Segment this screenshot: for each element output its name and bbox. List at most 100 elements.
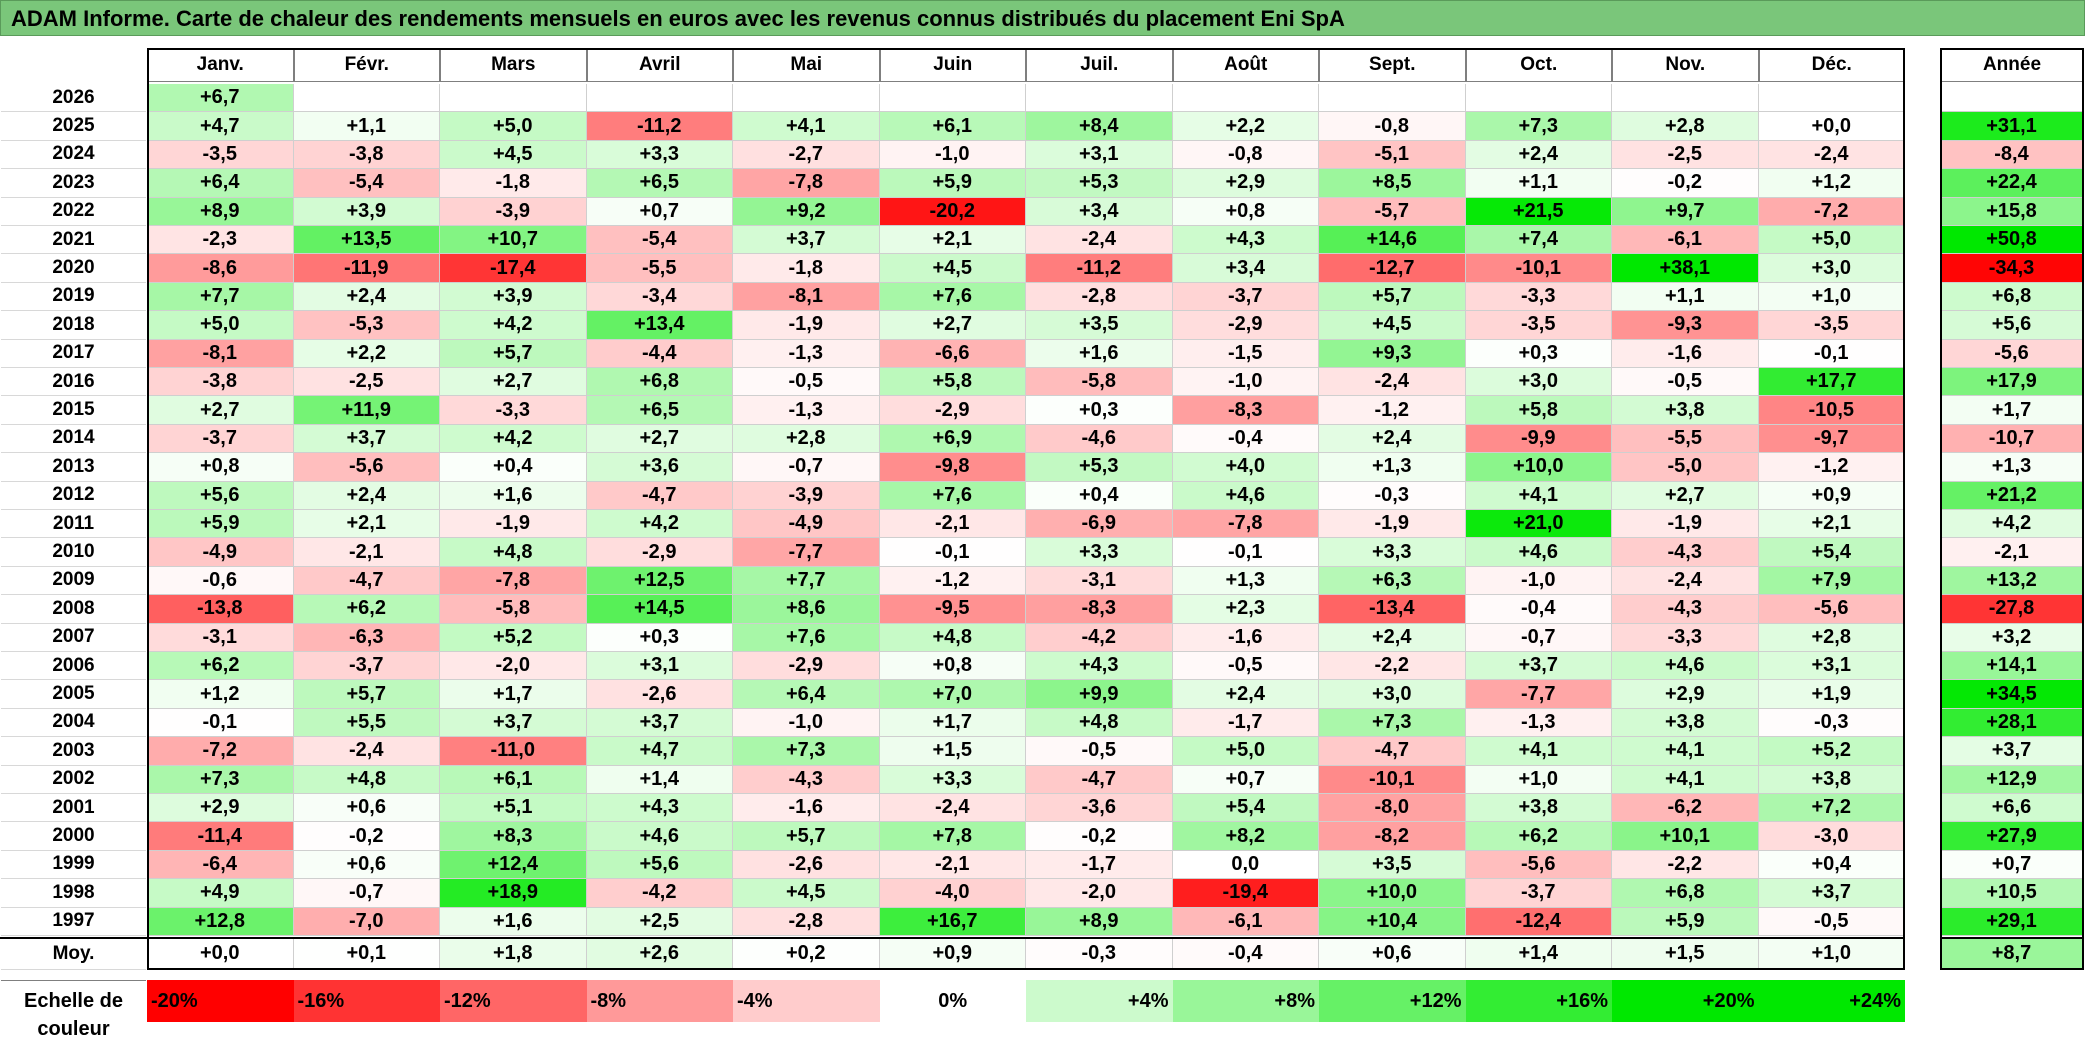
heatmap-cell: +18,9 <box>440 879 587 908</box>
heatmap-cell: +3,1 <box>1026 140 1173 170</box>
heatmap-cell: +1,7 <box>440 680 587 709</box>
average-cell: -0,3 <box>1026 938 1173 970</box>
heatmap-cell: +2,7 <box>147 396 294 425</box>
heatmap-cell: -1,3 <box>733 339 880 368</box>
heatmap-cell: -1,2 <box>1319 396 1466 425</box>
heatmap-cell: -2,1 <box>879 850 1026 880</box>
heatmap-cell: -2,8 <box>1026 282 1173 312</box>
heatmap-cell: -3,8 <box>293 140 440 170</box>
annual-cell: -10,7 <box>1940 424 2084 454</box>
heatmap-cell: -0,2 <box>1612 169 1759 198</box>
heatmap-cell: +3,3 <box>586 140 733 170</box>
heatmap-cell: -3,5 <box>147 140 294 170</box>
year-label: 2011 <box>1 510 146 539</box>
year-label: 2012 <box>1 481 146 510</box>
heatmap-cell: -5,0 <box>1612 453 1759 482</box>
heatmap-cell: +38,1 <box>1612 254 1759 283</box>
heatmap-cell: +4,6 <box>586 822 733 851</box>
heatmap-cell <box>293 84 440 113</box>
heatmap-cell: -4,2 <box>1026 623 1173 652</box>
heatmap-cell: +6,3 <box>1319 566 1466 596</box>
color-scale-swatch: +16% <box>1465 980 1612 1022</box>
heatmap-cell <box>733 84 880 113</box>
heatmap-cell: +12,4 <box>440 850 587 880</box>
heatmap-cell: -4,9 <box>147 538 294 567</box>
heatmap-cell: +1,0 <box>1465 765 1612 794</box>
heatmap-cell: +5,8 <box>1465 396 1612 425</box>
year-label: 2005 <box>1 680 146 709</box>
heatmap-cell: +1,1 <box>1612 282 1759 312</box>
heatmap-cell: +2,3 <box>1172 595 1319 624</box>
heatmap-cell: +5,0 <box>1758 226 1905 255</box>
heatmap-cell: +3,8 <box>1465 794 1612 823</box>
heatmap-cell: -5,5 <box>586 254 733 283</box>
color-scale-swatch: 0% <box>879 980 1026 1022</box>
heatmap-cell: +7,3 <box>147 765 294 794</box>
heatmap-cell: +5,0 <box>440 112 587 141</box>
heatmap-cell: -4,9 <box>733 510 880 539</box>
year-label: 2017 <box>1 339 146 368</box>
year-column-header: Année <box>1940 48 2084 82</box>
heatmap-cell: -3,0 <box>1758 822 1905 851</box>
heatmap-cell: +2,2 <box>293 339 440 368</box>
heatmap-cell: +4,8 <box>1026 708 1173 738</box>
heatmap-cell: -7,8 <box>440 566 587 596</box>
month-header: Déc. <box>1758 48 1905 82</box>
heatmap-cell: +6,4 <box>147 169 294 198</box>
heatmap-cell: -2,5 <box>293 368 440 397</box>
heatmap-cell: -1,7 <box>1172 708 1319 738</box>
heatmap-cell: +7,6 <box>733 623 880 652</box>
heatmap-cell: +0,9 <box>1758 481 1905 510</box>
annual-cell: -5,6 <box>1940 339 2084 368</box>
heatmap-cell: +0,4 <box>440 453 587 482</box>
average-cell: +1,4 <box>1465 938 1612 970</box>
color-scale-swatch: -12% <box>440 980 587 1022</box>
heatmap-cell: -0,5 <box>733 368 880 397</box>
average-cell: +0,2 <box>733 938 880 970</box>
heatmap-cell: +6,8 <box>1612 879 1759 908</box>
heatmap-cell: -0,1 <box>1758 339 1905 368</box>
heatmap-cell: +0,3 <box>1026 396 1173 425</box>
heatmap-cell: -6,6 <box>879 339 1026 368</box>
heatmap-cell: -3,5 <box>1758 311 1905 340</box>
heatmap-cell: +6,9 <box>879 424 1026 454</box>
heatmap-cell: +0,3 <box>586 623 733 652</box>
heatmap-cell: -0,1 <box>1172 538 1319 567</box>
month-header: Avril <box>586 48 733 82</box>
heatmap-cell: +7,3 <box>1319 708 1466 738</box>
heatmap-cell <box>1465 84 1612 113</box>
heatmap-cell: -6,4 <box>147 850 294 880</box>
heatmap-cell: -3,8 <box>147 368 294 397</box>
heatmap-cell: +2,4 <box>1172 680 1319 709</box>
color-scale-label: Echelle de couleur <box>1 980 146 1040</box>
average-separator <box>1940 937 2084 939</box>
heatmap-cell: +4,6 <box>1465 538 1612 567</box>
heatmap-cell: -5,1 <box>1319 140 1466 170</box>
heatmap-cell: +4,5 <box>879 254 1026 283</box>
heatmap-cell: +5,2 <box>1758 737 1905 766</box>
heatmap-cell: -0,3 <box>1319 481 1466 510</box>
heatmap-cell: +9,9 <box>1026 680 1173 709</box>
heatmap-cell: +5,3 <box>1026 169 1173 198</box>
heatmap-cell <box>1612 84 1759 113</box>
heatmap-cell: -7,0 <box>293 907 440 936</box>
heatmap-cell: +1,3 <box>1172 566 1319 596</box>
heatmap-cell: -6,3 <box>293 623 440 652</box>
year-label: 2000 <box>1 822 146 851</box>
heatmap-cell: +7,2 <box>1758 794 1905 823</box>
heatmap-cell: -1,0 <box>1465 566 1612 596</box>
heatmap-cell: -0,5 <box>1758 907 1905 936</box>
heatmap-cell: -6,1 <box>1172 907 1319 936</box>
heatmap-cell: -0,5 <box>1026 737 1173 766</box>
heatmap-cell: +8,5 <box>1319 169 1466 198</box>
heatmap-cell: +3,9 <box>293 197 440 226</box>
heatmap-cell: +13,4 <box>586 311 733 340</box>
heatmap-cell: +3,5 <box>1026 311 1173 340</box>
annual-cell: +4,2 <box>1940 510 2084 539</box>
heatmap-cell: -20,2 <box>879 197 1026 226</box>
heatmap-cell: -7,8 <box>1172 510 1319 539</box>
heatmap-cell: +9,3 <box>1319 339 1466 368</box>
year-label: 1997 <box>1 907 146 936</box>
heatmap-cell: -2,0 <box>440 652 587 681</box>
heatmap-cell <box>1172 84 1319 113</box>
